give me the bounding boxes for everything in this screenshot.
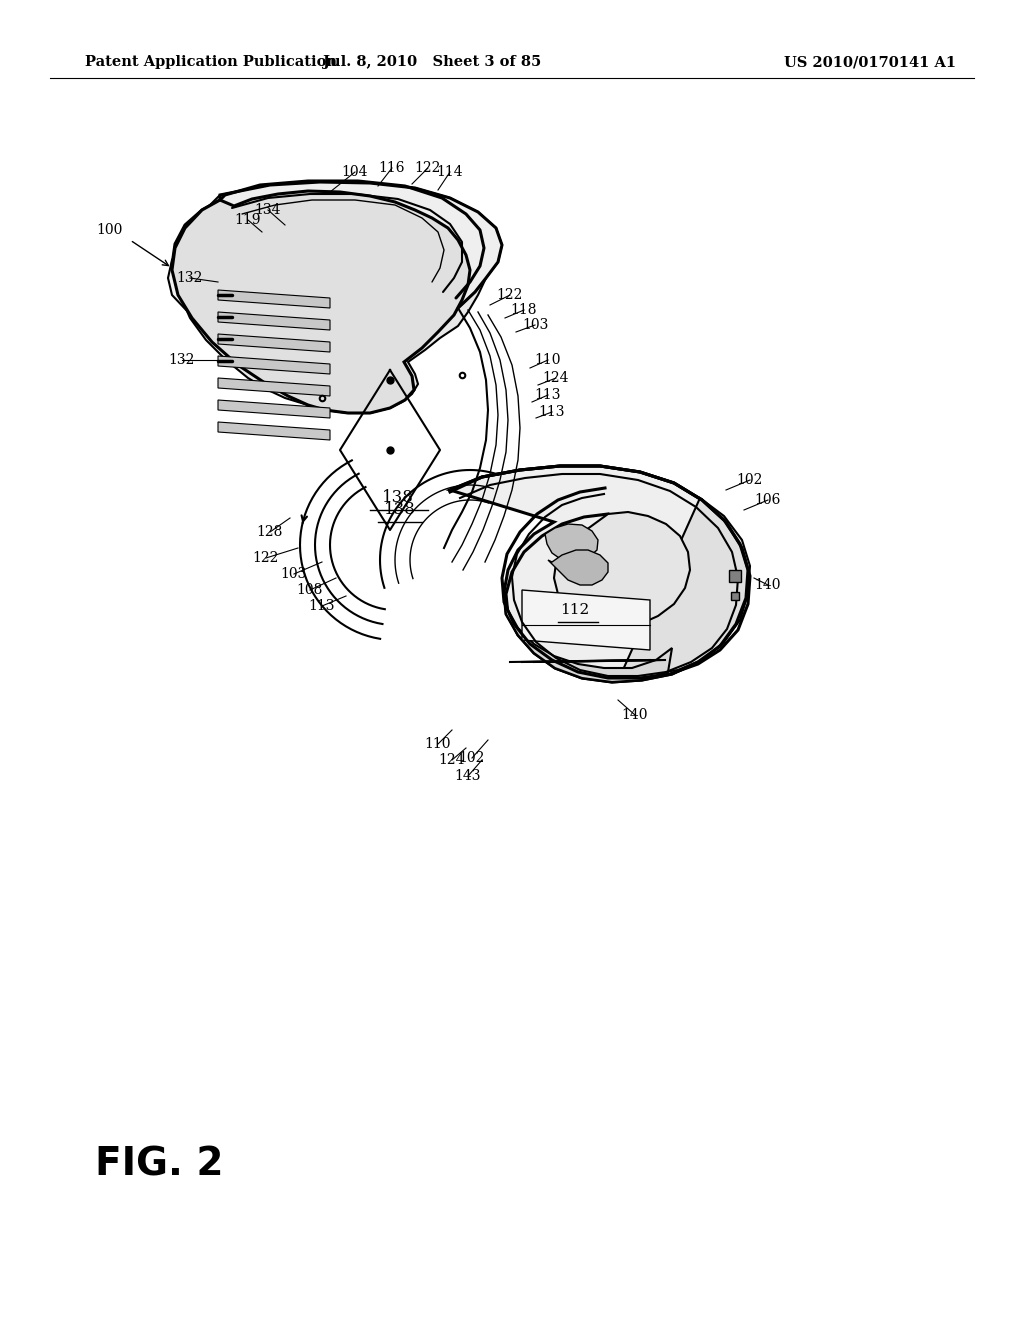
Polygon shape <box>178 183 490 412</box>
Text: 112: 112 <box>560 603 590 616</box>
Polygon shape <box>218 312 330 330</box>
Polygon shape <box>218 356 330 374</box>
Text: 134: 134 <box>255 203 282 216</box>
Text: 138: 138 <box>384 502 416 519</box>
Text: US 2010/0170141 A1: US 2010/0170141 A1 <box>784 55 956 69</box>
Text: 140: 140 <box>622 708 648 722</box>
Text: 114: 114 <box>436 165 463 180</box>
Polygon shape <box>554 512 690 628</box>
Polygon shape <box>504 591 672 682</box>
Text: 143: 143 <box>455 770 481 783</box>
Text: 103: 103 <box>522 318 548 333</box>
Text: 138: 138 <box>382 490 414 507</box>
Text: 108: 108 <box>297 583 324 597</box>
Text: Patent Application Publication: Patent Application Publication <box>85 55 337 69</box>
Polygon shape <box>282 362 414 413</box>
Text: 128: 128 <box>257 525 284 539</box>
Text: FIG. 2: FIG. 2 <box>95 1146 223 1184</box>
Text: 118: 118 <box>511 304 538 317</box>
Text: 122: 122 <box>497 288 523 302</box>
Text: 103: 103 <box>281 568 307 581</box>
Text: 100: 100 <box>97 223 123 238</box>
Text: 106: 106 <box>755 492 781 507</box>
Polygon shape <box>168 182 502 341</box>
Text: 110: 110 <box>425 737 452 751</box>
Text: 116: 116 <box>379 161 406 176</box>
Polygon shape <box>218 334 330 352</box>
Polygon shape <box>218 290 330 308</box>
Text: 132: 132 <box>169 352 196 367</box>
Text: 113: 113 <box>309 599 335 612</box>
Text: 102: 102 <box>737 473 763 487</box>
Polygon shape <box>218 378 330 396</box>
Polygon shape <box>218 422 330 440</box>
Polygon shape <box>450 466 748 682</box>
Text: 132: 132 <box>177 271 203 285</box>
Polygon shape <box>622 498 750 675</box>
Text: 122: 122 <box>253 550 280 565</box>
Text: 119: 119 <box>234 213 261 227</box>
Text: 122: 122 <box>415 161 441 176</box>
Text: Jul. 8, 2010   Sheet 3 of 85: Jul. 8, 2010 Sheet 3 of 85 <box>323 55 541 69</box>
Polygon shape <box>218 400 330 418</box>
Text: 113: 113 <box>539 405 565 418</box>
Text: 104: 104 <box>342 165 369 180</box>
Polygon shape <box>172 182 502 342</box>
Polygon shape <box>522 590 650 649</box>
Text: 102: 102 <box>459 751 485 766</box>
Polygon shape <box>172 191 470 413</box>
Text: 110: 110 <box>535 352 561 367</box>
Text: 140: 140 <box>755 578 781 591</box>
Text: 124: 124 <box>438 752 465 767</box>
Text: 113: 113 <box>535 388 561 403</box>
Polygon shape <box>548 550 608 585</box>
Text: 124: 124 <box>543 371 569 385</box>
Polygon shape <box>542 524 598 562</box>
